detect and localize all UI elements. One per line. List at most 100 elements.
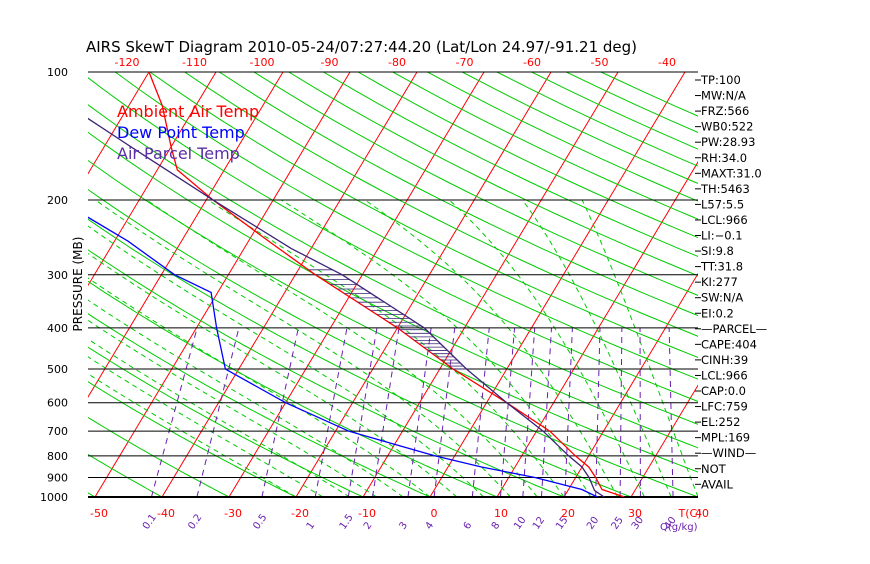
mixing-ratio-label: 20 xyxy=(585,515,601,532)
top-temp-tick-label: -120 xyxy=(115,56,140,69)
index-label: PW:28.93 xyxy=(701,135,755,149)
pressure-tick-label: 900 xyxy=(47,472,68,485)
indices-panel: TP:100MW:N/AFRZ:566WB0:522PW:28.93RH:34.… xyxy=(695,73,767,491)
x-axis-unit: T(C) xyxy=(678,507,702,520)
dry-adiabat-line xyxy=(150,72,870,497)
pressure-tick-label: 700 xyxy=(47,425,68,438)
isotherm-line xyxy=(0,72,82,497)
chart-title: AIRS SkewT Diagram 2010-05-24/07:27:44.2… xyxy=(86,38,637,56)
isotherm-line xyxy=(765,72,870,497)
pressure-tick-label: 800 xyxy=(47,450,68,463)
legend-entry: Dew Point Temp xyxy=(117,123,245,142)
mixing-ratio-unit: Q(g/kg) xyxy=(660,522,698,533)
mixing-ratio-label: 0.2 xyxy=(186,512,204,531)
pressure-tick-label: 1000 xyxy=(40,491,68,504)
mixing-ratio-line xyxy=(669,328,673,497)
top-temp-tick-label: -110 xyxy=(182,56,207,69)
moist-adiabat-line xyxy=(147,200,538,497)
mixing-ratio-line xyxy=(197,328,239,497)
mixing-ratio-line xyxy=(596,328,600,497)
index-label: —PARCEL— xyxy=(701,322,767,336)
isotherm-line xyxy=(430,72,685,497)
index-label: TT:31.8 xyxy=(700,260,743,274)
pressure-tick-label: 500 xyxy=(47,363,68,376)
mixing-ratio-label: 8 xyxy=(490,520,503,532)
bottom-temp-tick-label: -10 xyxy=(358,507,376,520)
dry-adiabat-line xyxy=(0,72,631,497)
legend: Ambient Air Temp Dew Point Temp Air Parcel… xyxy=(117,102,259,163)
y-axis-title: PRESSURE (MB) xyxy=(71,237,85,332)
mixing-ratio-label: 6 xyxy=(462,520,475,532)
mixing-ratio-label: 1.5 xyxy=(338,512,356,531)
mixing-ratio-line xyxy=(315,328,347,497)
dry-adiabat-line xyxy=(393,72,870,497)
moist-adiabat-line xyxy=(449,200,644,497)
isotherm-line xyxy=(832,72,870,497)
isotherm-line xyxy=(564,72,819,497)
dry-adiabat-line xyxy=(428,72,870,497)
index-label: SI:9.8 xyxy=(701,244,734,258)
mixing-ratio-line xyxy=(348,328,377,497)
bottom-temp-tick-label: -40 xyxy=(157,507,175,520)
mixing-ratio-label: 2 xyxy=(362,520,375,532)
index-label: EL:252 xyxy=(701,415,741,429)
top-temp-tick-label: -90 xyxy=(321,56,339,69)
index-label: AVAIL xyxy=(701,477,734,491)
legend-entry: Air Parcel Temp xyxy=(117,144,240,163)
mixing-ratio-label: 10 xyxy=(512,515,528,532)
index-label: LFC:759 xyxy=(701,400,748,414)
index-label: KI:277 xyxy=(701,275,738,289)
mixing-ratio-line xyxy=(434,328,455,497)
index-label: SW:N/A xyxy=(701,291,743,305)
pressure-tick-label: 600 xyxy=(47,397,68,410)
pressure-tick-label: 400 xyxy=(47,322,68,335)
index-label: MW:N/A xyxy=(701,89,746,103)
index-label: L57:5.5 xyxy=(701,197,744,211)
index-label: CAPE:404 xyxy=(701,337,757,351)
bottom-temp-tick-label: -50 xyxy=(90,507,108,520)
index-label: WB0:522 xyxy=(701,120,753,134)
index-label: LCL:966 xyxy=(701,368,748,382)
isotherm-line xyxy=(363,72,618,497)
legend-entry: Ambient Air Temp xyxy=(117,102,259,121)
index-label: EI:0.2 xyxy=(701,306,734,320)
mixing-ratio-line xyxy=(620,328,622,497)
index-label: FRZ:566 xyxy=(701,104,749,118)
index-label: LCL:966 xyxy=(701,213,748,227)
mixing-ratio-label: 1 xyxy=(305,520,318,532)
isotherm-line xyxy=(0,72,15,497)
index-label: MAXT:31.0 xyxy=(701,166,762,180)
dry-adiabat-line xyxy=(358,72,870,497)
index-label: CINH:39 xyxy=(701,353,748,367)
mixing-ratio-label: 3 xyxy=(397,520,410,532)
index-label: —WIND— xyxy=(701,446,756,460)
mixing-ratio-line xyxy=(151,328,197,497)
bottom-temp-tick-label: -30 xyxy=(224,507,242,520)
mixing-ratio-label: 0.5 xyxy=(251,512,269,531)
mixing-ratio-label: 12 xyxy=(531,515,547,532)
top-temp-tick-label: -40 xyxy=(658,56,676,69)
index-label: NOT xyxy=(701,462,727,476)
pressure-tick-label: 200 xyxy=(47,194,68,207)
top-temp-tick-label: -80 xyxy=(388,56,406,69)
mixing-ratio-line xyxy=(373,328,399,497)
index-label: CAP:0.0 xyxy=(701,384,746,398)
pressure-tick-label: 300 xyxy=(47,269,68,282)
pressure-tick-label: 100 xyxy=(47,66,68,79)
mixing-ratio-label: 25 xyxy=(610,515,626,532)
bottom-temp-tick-label: -20 xyxy=(291,507,309,520)
index-label: MPL:169 xyxy=(701,431,750,445)
mixing-ratio-label: 4 xyxy=(424,520,437,532)
top-temp-tick-label: -70 xyxy=(456,56,474,69)
top-temp-tick-label: -60 xyxy=(523,56,541,69)
dew-point-temp-line xyxy=(0,72,597,497)
index-label: LI:−0.1 xyxy=(701,229,743,243)
top-temp-tick-label: -50 xyxy=(591,56,609,69)
index-label: TP:100 xyxy=(700,73,741,87)
bottom-temp-tick-label: 0 xyxy=(431,507,438,520)
index-label: TH:5463 xyxy=(700,182,750,196)
top-temp-tick-label: -100 xyxy=(250,56,275,69)
bottom-temp-tick-label: 10 xyxy=(494,507,508,520)
